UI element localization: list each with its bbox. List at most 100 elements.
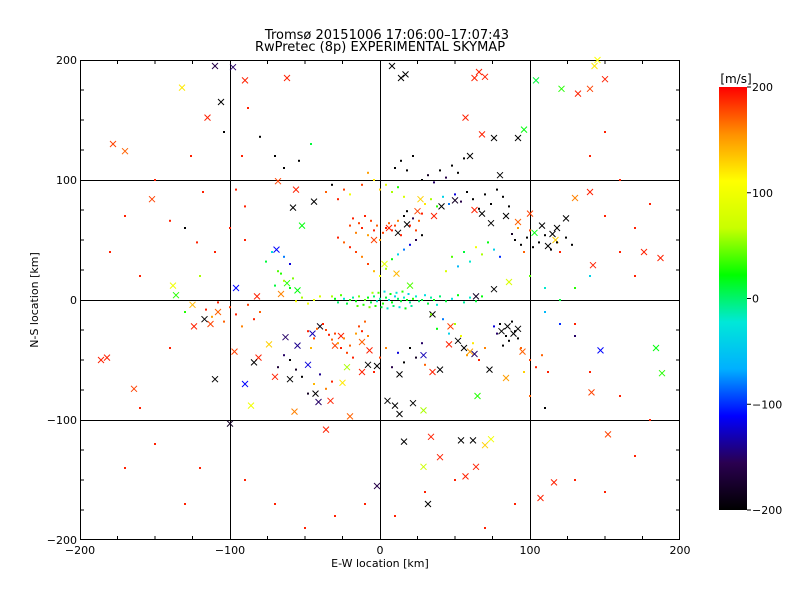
point-dot-179 [508, 339, 510, 342]
point-x-stroke [402, 71, 409, 78]
point-x-48 [550, 479, 558, 486]
point-dot-265 [619, 395, 621, 397]
point-x-78 [487, 219, 495, 227]
point-x-88 [466, 152, 474, 160]
point-x-stroke [604, 431, 612, 438]
point-x-stroke [526, 210, 534, 217]
point-dot-186 [478, 359, 480, 361]
point-dot-242 [169, 219, 171, 222]
point-dot-37 [451, 297, 453, 300]
point-x-89 [478, 131, 486, 138]
point-x-stroke [490, 134, 498, 142]
point-dot-20 [358, 295, 360, 298]
point-x-stroke [589, 261, 597, 269]
point-x-stroke [201, 315, 208, 323]
point-x-stroke [417, 195, 424, 203]
point-dot-152 [526, 236, 528, 239]
point-x-stroke [274, 177, 282, 185]
point-x-stroke [472, 293, 480, 300]
point-x-113 [292, 186, 300, 193]
point-dot-119 [478, 207, 480, 210]
point-dot-59 [481, 295, 483, 298]
point-x-stroke [294, 342, 301, 349]
point-x-49 [604, 431, 612, 438]
point-dot-220 [259, 311, 261, 313]
point-x-27 [358, 338, 366, 346]
point-x-stroke [471, 206, 478, 214]
point-dot-30 [424, 294, 426, 297]
point-x-106 [397, 74, 405, 82]
point-x-stroke [289, 204, 297, 211]
point-x-stroke [211, 375, 219, 383]
point-dot-69 [337, 342, 339, 345]
point-x-stroke [397, 74, 405, 82]
point-dot-125 [421, 179, 423, 181]
point-dot-67 [331, 338, 333, 341]
point-dot-91 [397, 219, 399, 222]
point-x-39 [481, 441, 489, 449]
point-x-stroke [420, 463, 427, 471]
point-dot-312 [574, 335, 576, 337]
x-tick-label-4: 200 [670, 544, 691, 557]
point-dot-7 [385, 296, 387, 299]
point-x-29 [373, 362, 381, 370]
point-dot-75 [322, 323, 324, 325]
point-dot-160 [511, 233, 513, 235]
point-dot-3 [373, 295, 375, 298]
point-dot-19 [421, 299, 423, 301]
point-x-74 [438, 203, 445, 210]
point-dot-17 [415, 295, 417, 298]
point-dot-149 [325, 191, 327, 193]
point-dot-165 [499, 255, 501, 258]
point-dot-167 [487, 241, 489, 244]
point-x-5 [217, 98, 225, 106]
point-dot-79 [307, 330, 309, 333]
point-dot-198 [547, 371, 549, 373]
y-axis-ticks: −200 −100 0 100 200 [47, 54, 680, 547]
point-dot-163 [565, 236, 567, 239]
point-x-138 [474, 392, 481, 400]
point-dot-256 [604, 131, 606, 133]
point-dot-239 [331, 380, 333, 383]
point-dot-90 [394, 224, 396, 227]
point-dot-41 [383, 290, 386, 293]
point-dot-16 [412, 297, 414, 300]
point-dot-33 [433, 299, 435, 301]
point-x-stroke [396, 410, 403, 418]
point-x-stroke [502, 374, 510, 382]
point-x-stroke [472, 463, 480, 471]
point-x-stroke [478, 210, 486, 217]
point-dot-88 [388, 222, 390, 225]
point-dot-80 [355, 332, 357, 335]
point-dot-231 [295, 368, 297, 371]
point-x-stroke [310, 198, 318, 205]
point-dot-31 [427, 302, 429, 305]
point-dot-306 [544, 287, 546, 289]
point-dot-44 [395, 291, 398, 294]
point-dot-141 [385, 183, 387, 186]
point-x-40 [487, 435, 495, 443]
colorbar-ticks: 200 100 0 −100 −200 [747, 81, 782, 517]
point-dot-212 [277, 270, 279, 273]
point-x-13 [226, 420, 234, 427]
point-x-102 [591, 62, 598, 70]
point-x-stroke [409, 399, 417, 407]
point-x-72 [417, 195, 424, 203]
point-dot-71 [343, 337, 345, 340]
point-x-103 [594, 56, 601, 64]
point-x-135 [396, 371, 403, 378]
point-dot-114 [448, 203, 450, 205]
point-x-stroke [322, 426, 330, 433]
point-dot-169 [475, 246, 477, 249]
point-x-stroke [298, 222, 306, 229]
point-dot-273 [139, 275, 141, 277]
point-dot-232 [283, 354, 285, 357]
point-dot-209 [424, 363, 426, 366]
point-dot-303 [337, 236, 339, 239]
point-x-stroke [366, 347, 373, 354]
point-x-stroke [253, 293, 261, 300]
point-dot-304 [421, 234, 423, 237]
point-x-86 [571, 194, 579, 202]
point-dot-50 [392, 305, 395, 307]
